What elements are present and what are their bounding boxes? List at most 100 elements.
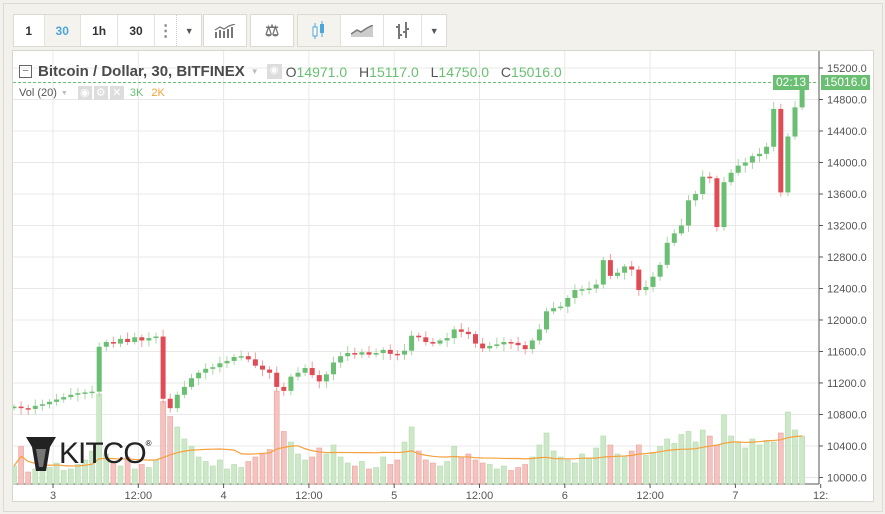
interval-1h-button[interactable]: 1h [81,15,119,46]
price-chart[interactable]: 10000.0 10400.0 10800.0 11200.0 11600.0 12000… [13,51,873,501]
volume-bar [785,411,791,485]
volume-bar [323,453,330,485]
volume-bar [770,441,777,485]
volume-bar [25,471,31,485]
volume-close-icon[interactable]: ✕ [109,86,124,100]
candle-body [444,338,450,341]
volume-bar [380,456,387,485]
candle-body [359,352,365,355]
candle-body [352,353,358,355]
volume-bar [522,464,529,485]
candle-body [118,338,123,344]
candle-body [260,365,265,370]
candle-body [13,406,17,409]
price-tick-label: 14000.0 [827,157,867,169]
candle-body [331,362,336,375]
volume-bar [131,468,138,485]
candle-body [678,225,684,234]
volume-label[interactable]: Vol (20) [19,87,57,99]
candle-body [615,272,620,276]
volume-bar [224,468,230,485]
bar-chart-icon[interactable] [384,15,423,46]
volume-bar [650,452,656,485]
candle-body [735,165,741,173]
volume-bar [763,440,770,485]
candle-body [203,368,209,373]
volume-eye-icon[interactable]: ◉ [77,86,92,100]
candle-body [231,356,237,361]
chart-type-caret-down-icon[interactable]: ▼ [429,25,439,36]
candle-body [600,260,606,285]
candle-body [181,386,187,395]
collapse-icon[interactable]: – [19,65,32,78]
interval-1-button[interactable]: 1 [14,15,45,46]
time-tick-label: 3 [50,490,56,501]
compare-button[interactable]: ⚖ [250,14,294,47]
candle-body [302,368,308,373]
volume-bar [529,456,536,485]
candlestick-icon[interactable] [298,15,342,46]
interval-dropdown-caret-down-icon[interactable]: ▼ [184,25,194,36]
volume-bar [422,459,429,485]
candle-body [529,340,535,350]
volume-value: 3K [129,87,144,99]
volume-bar [344,462,351,485]
volume-caret-down-icon[interactable]: ▼ [60,89,68,97]
volume-bar [430,462,436,485]
candle-body [572,290,578,298]
last-price-tag: 15016.0 [821,75,871,90]
volume-bar [366,468,372,485]
vertical-dots-icon[interactable]: ⋮ [155,15,178,46]
candle-body [96,346,102,392]
volume-bar [18,446,24,485]
volume-bar [472,459,479,485]
chart-panel[interactable]: 10000.0 10400.0 10800.0 11200.0 11600.0 12000… [12,50,874,502]
volume-gear-icon[interactable]: ⚙ [93,86,108,100]
volume-bar [550,450,557,485]
volume-bar [479,462,486,485]
price-tick-label: 14800.0 [827,95,867,107]
interval-30-button[interactable]: 30 [44,15,81,46]
volume-bar [146,467,152,485]
volume-bar [515,467,521,485]
candle-body [465,331,471,335]
candle-body [686,200,691,226]
interval-30-alt-button[interactable]: 30 [118,15,155,46]
volume-bar [635,444,642,485]
volume-bar [557,456,564,485]
kitco-logo: KITCO ® [26,437,152,471]
volume-bar [259,453,266,485]
volume-bar [749,438,756,485]
volume-bar [316,447,323,485]
candle-body [110,342,116,344]
symbol-caret-down-icon[interactable]: ▼ [250,67,259,76]
candle-body [189,378,194,387]
time-tick-label: 12:00 [125,490,153,501]
candle-body [210,367,216,369]
volume-bar [501,465,507,485]
symbol-title[interactable]: Bitcoin / Dollar, 30, BITFINEX [38,63,245,80]
candle-body [153,336,159,339]
volume-bar [692,441,699,485]
candle-body [274,372,280,387]
candle-body [224,360,230,364]
volume-bar [75,464,81,485]
candle-body [146,338,152,341]
candle-body [39,404,45,406]
volume-bar [139,464,145,485]
eye-icon[interactable]: ◉ [266,64,282,79]
candle-body [125,338,131,343]
candle-body [671,233,677,243]
volume-bar [792,429,798,485]
candle-body [749,156,755,163]
candle-body [643,286,649,291]
indicators-button[interactable] [203,14,247,47]
series-legend: – Bitcoin / Dollar, 30, BITFINEX ▼ ◉ O14… [19,63,570,80]
candle-body [551,308,557,312]
area-chart-icon[interactable] [341,15,385,46]
volume-bar [728,435,734,485]
volume-bar [721,414,727,485]
candle-body [18,406,24,409]
bar-countdown-tag: 02:13 [773,75,810,90]
volume-bar [735,441,742,485]
